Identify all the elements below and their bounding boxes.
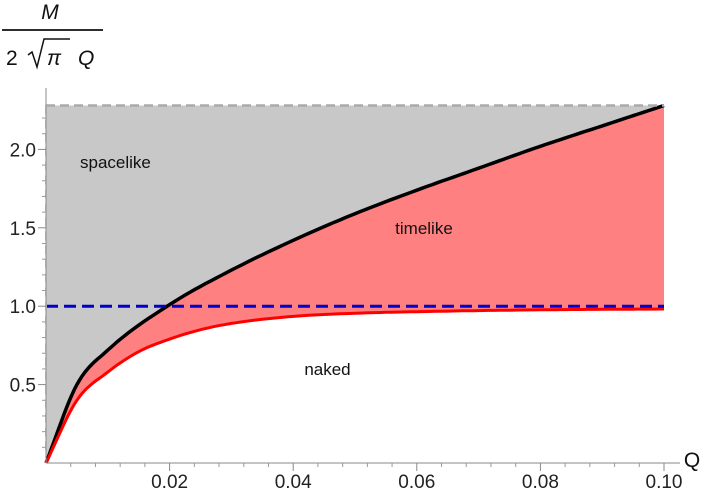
- region-label-spacelike: spacelike: [80, 153, 151, 172]
- x-tick-label: 0.04: [275, 472, 312, 493]
- tick-marks: 0.02 0.04 0.06 0.08 0.10 0.5 1.0 1.5 2.0: [10, 117, 683, 493]
- upper-curve: [44, 103, 665, 464]
- y-tick-label: 1.5: [10, 219, 36, 240]
- y-axis-denominator-coefficient: 2: [6, 47, 18, 70]
- y-axis-denominator-variable: Q: [78, 47, 94, 70]
- x-tick-label: 0.08: [522, 472, 559, 493]
- y-axis-numerator: M: [41, 1, 59, 24]
- sqrt-symbol: [27, 38, 70, 70]
- timelike-region: [46, 105, 664, 463]
- y-tick-label: 0.5: [10, 376, 36, 397]
- y-axis-denominator-radicand: π: [47, 47, 62, 70]
- y-axis-title: M 2 π Q: [2, 1, 103, 70]
- spacelike-region: [46, 105, 664, 463]
- x-axis-title: Q: [684, 449, 700, 472]
- y-tick-label: 2.0: [10, 140, 36, 161]
- region-label-naked: naked: [304, 360, 350, 379]
- lower-curve: [44, 307, 664, 464]
- x-tick-label: 0.06: [398, 472, 435, 493]
- y-tick-label: 1.0: [10, 297, 36, 318]
- region-label-timelike: timelike: [395, 219, 453, 238]
- x-tick-label: 0.02: [151, 472, 188, 493]
- x-tick-label: 0.10: [646, 472, 683, 493]
